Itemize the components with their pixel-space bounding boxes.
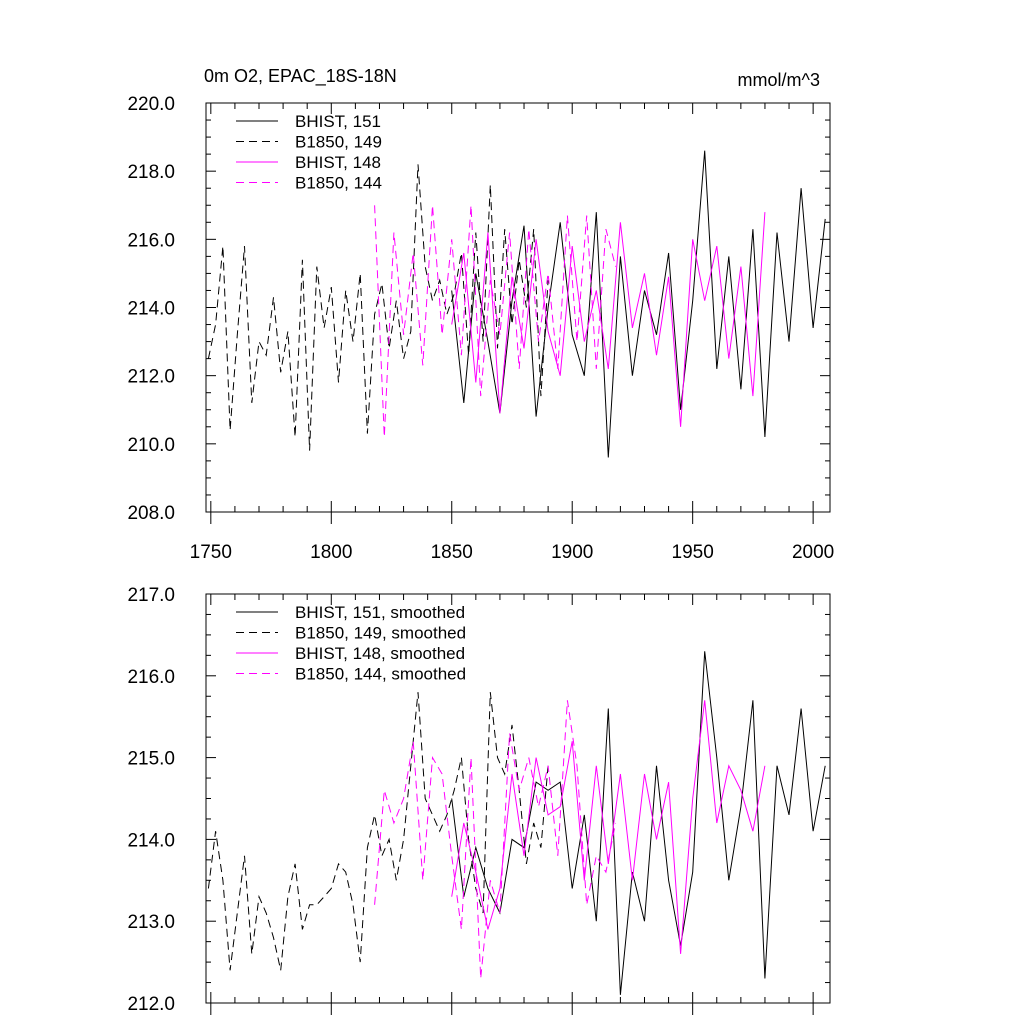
top-axis-ticks: 208.0 210.0 212.0 214.0 216.0 218.0 220.0 1750 1… xyxy=(127,94,834,563)
top-series-lines xyxy=(207,150,826,458)
y-tick-label: 216.0 xyxy=(127,667,175,688)
series-line xyxy=(207,692,549,971)
x-tick-label: 1750 xyxy=(190,542,232,563)
bottom-legend: BHIST, 151, smoothed B1850, 149, smoothed… xyxy=(236,603,466,684)
y-tick-label: 213.0 xyxy=(127,912,175,933)
legend-label: BHIST, 151 xyxy=(295,112,381,131)
y-tick-label: 212.0 xyxy=(127,367,175,388)
legend-label: B1850, 144 xyxy=(295,174,382,193)
series-line xyxy=(451,212,766,427)
x-tick-label: 1850 xyxy=(431,542,473,563)
y-tick-label: 212.0 xyxy=(127,994,175,1015)
series-line xyxy=(451,700,766,954)
series-line xyxy=(374,205,617,438)
legend-label: BHIST, 148 xyxy=(295,153,381,172)
series-line xyxy=(451,651,826,995)
y-tick-label: 210.0 xyxy=(127,435,175,456)
y-tick-label: 218.0 xyxy=(127,162,175,183)
series-line xyxy=(451,150,826,458)
legend-label: BHIST, 151, smoothed xyxy=(295,603,465,622)
legend-label: BHIST, 148, smoothed xyxy=(295,644,465,663)
x-tick-label: 1900 xyxy=(551,542,593,563)
chart-units-label: mmol/m^3 xyxy=(738,70,820,90)
y-tick-label: 208.0 xyxy=(127,503,175,524)
x-tick-label: 2000 xyxy=(792,542,834,563)
series-line xyxy=(374,700,617,979)
y-tick-label: 215.0 xyxy=(127,749,175,770)
x-tick-label: 1950 xyxy=(672,542,714,563)
bottom-series-lines xyxy=(207,651,826,995)
y-tick-label: 216.0 xyxy=(127,230,175,251)
legend-label: B1850, 144, smoothed xyxy=(295,665,466,684)
legend-label: B1850, 149 xyxy=(295,133,382,152)
y-tick-label: 220.0 xyxy=(127,94,175,115)
bottom-panel: 212.0 213.0 214.0 215.0 216.0 217.0 BHIST, 15… xyxy=(127,585,831,1015)
bottom-axis-ticks: 212.0 213.0 214.0 215.0 216.0 217.0 xyxy=(127,585,830,1015)
top-panel: 208.0 210.0 212.0 214.0 216.0 218.0 220.0 1750 1… xyxy=(127,94,834,563)
y-tick-label: 214.0 xyxy=(127,830,175,851)
y-tick-label: 217.0 xyxy=(127,585,175,606)
chart-title-left: 0m O2, EPAC_18S-18N xyxy=(204,66,397,87)
legend-label: B1850, 149, smoothed xyxy=(295,624,466,643)
series-line xyxy=(207,164,549,451)
x-tick-label: 1800 xyxy=(310,542,352,563)
y-tick-label: 214.0 xyxy=(127,299,175,320)
